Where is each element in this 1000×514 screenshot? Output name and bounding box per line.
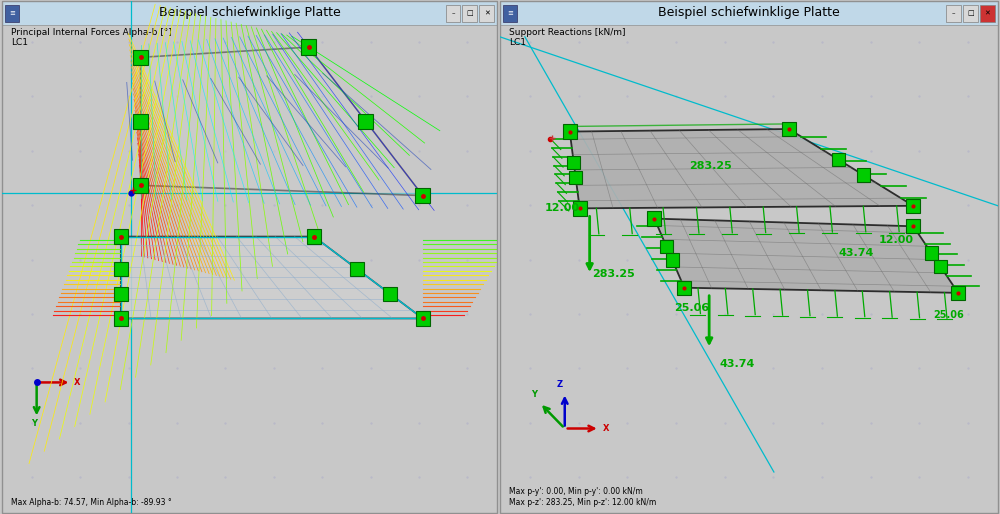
FancyBboxPatch shape [350, 262, 364, 277]
Text: 43.74: 43.74 [719, 359, 754, 369]
Text: Max p-y': 0.00, Min p-y': 0.00 kN/m
Max p-z': 283.25, Min p-z': 12.00 kN/m: Max p-y': 0.00, Min p-y': 0.00 kN/m Max … [509, 487, 656, 507]
FancyBboxPatch shape [383, 287, 397, 301]
Polygon shape [121, 236, 423, 319]
FancyBboxPatch shape [114, 311, 128, 325]
FancyBboxPatch shape [416, 311, 430, 325]
Text: Max Alpha-b: 74.57, Min Alpha-b: -89.93 °: Max Alpha-b: 74.57, Min Alpha-b: -89.93 … [11, 498, 172, 507]
FancyBboxPatch shape [569, 171, 582, 185]
Text: 25.06: 25.06 [674, 303, 709, 313]
Text: LC1: LC1 [11, 38, 28, 47]
Text: □: □ [967, 10, 974, 16]
Text: 12.00: 12.00 [545, 203, 580, 213]
FancyBboxPatch shape [114, 229, 128, 244]
FancyBboxPatch shape [906, 219, 920, 233]
FancyBboxPatch shape [666, 253, 679, 267]
FancyBboxPatch shape [479, 5, 494, 22]
FancyBboxPatch shape [951, 286, 965, 300]
Text: LC1: LC1 [509, 38, 526, 47]
Text: ≡: ≡ [9, 10, 15, 16]
Text: Y: Y [31, 419, 37, 428]
Text: 25.06: 25.06 [933, 310, 964, 320]
FancyBboxPatch shape [963, 5, 978, 22]
FancyBboxPatch shape [133, 50, 148, 65]
Text: Support Reactions [kN/m]: Support Reactions [kN/m] [509, 28, 625, 36]
FancyBboxPatch shape [677, 281, 691, 295]
Polygon shape [654, 218, 958, 293]
Text: ✕: ✕ [985, 10, 990, 16]
FancyBboxPatch shape [133, 178, 148, 193]
FancyBboxPatch shape [133, 114, 148, 129]
FancyBboxPatch shape [980, 5, 995, 22]
Text: ✕: ✕ [484, 10, 490, 16]
FancyBboxPatch shape [114, 262, 128, 277]
Text: X: X [603, 424, 610, 433]
FancyBboxPatch shape [567, 156, 580, 169]
Polygon shape [141, 47, 423, 195]
FancyBboxPatch shape [2, 1, 497, 25]
Text: –: – [451, 10, 455, 16]
FancyBboxPatch shape [573, 201, 587, 215]
FancyBboxPatch shape [647, 211, 661, 226]
FancyBboxPatch shape [114, 287, 128, 301]
Text: 283.25: 283.25 [592, 269, 635, 280]
Text: Z: Z [557, 379, 563, 389]
FancyBboxPatch shape [301, 40, 316, 55]
Text: 283.25: 283.25 [689, 161, 732, 171]
FancyBboxPatch shape [925, 246, 938, 260]
Text: X: X [74, 378, 80, 387]
FancyBboxPatch shape [934, 260, 947, 273]
FancyBboxPatch shape [358, 114, 373, 129]
Text: Beispiel schiefwinklige Platte: Beispiel schiefwinklige Platte [159, 6, 340, 20]
FancyBboxPatch shape [782, 122, 796, 136]
FancyBboxPatch shape [500, 1, 998, 25]
Polygon shape [570, 129, 913, 208]
FancyBboxPatch shape [446, 5, 460, 22]
FancyBboxPatch shape [5, 5, 19, 22]
Text: Beispiel schiefwinklige Platte: Beispiel schiefwinklige Platte [658, 6, 840, 20]
FancyBboxPatch shape [660, 240, 673, 253]
Text: ≡: ≡ [507, 10, 513, 16]
FancyBboxPatch shape [906, 198, 920, 213]
FancyBboxPatch shape [415, 188, 430, 203]
Text: 43.74: 43.74 [839, 248, 874, 258]
Text: Y: Y [531, 390, 537, 399]
FancyBboxPatch shape [307, 229, 321, 244]
FancyBboxPatch shape [462, 5, 477, 22]
Text: □: □ [466, 10, 473, 16]
Text: –: – [952, 10, 955, 16]
Text: 12.00: 12.00 [878, 235, 913, 245]
FancyBboxPatch shape [946, 5, 961, 22]
FancyBboxPatch shape [503, 5, 517, 22]
FancyBboxPatch shape [563, 124, 577, 139]
FancyBboxPatch shape [832, 153, 845, 167]
Text: Principal Internal Forces Alpha-b [°]: Principal Internal Forces Alpha-b [°] [11, 28, 172, 36]
FancyBboxPatch shape [857, 169, 870, 182]
